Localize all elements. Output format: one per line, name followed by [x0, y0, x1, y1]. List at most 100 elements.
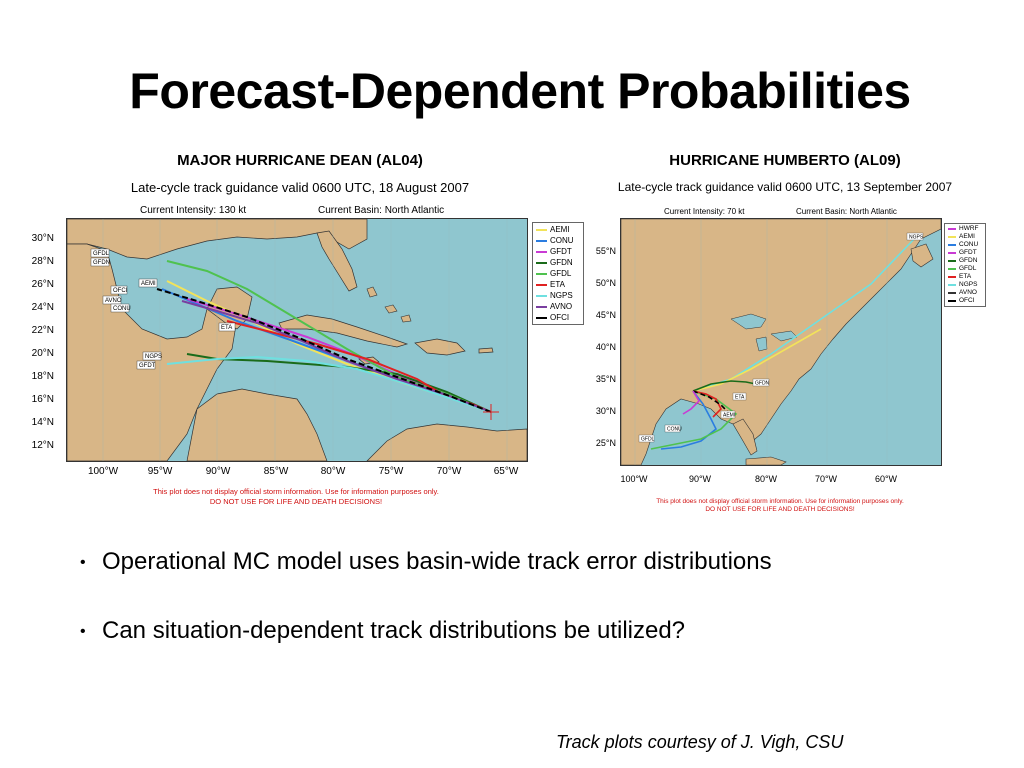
humberto-lon-label: 80°W [754, 474, 778, 484]
legend-item: OFCI [536, 312, 580, 323]
legend-item: GFDL [948, 265, 982, 273]
legend-label: ETA [959, 273, 972, 280]
legend-swatch [948, 268, 956, 270]
legend-label: OFCI [550, 313, 570, 322]
image-credit: Track plots courtesy of J. Vigh, CSU [556, 732, 844, 752]
dean-lat-label: 18°N [31, 371, 54, 382]
dean-map-label-conu: CONU [113, 306, 131, 312]
legend-swatch [948, 292, 956, 294]
humberto-lat-label: 45°N [595, 310, 616, 320]
legend-item: OFCI [948, 297, 982, 305]
bullet-text: Operational MC model uses basin-wide tra… [102, 548, 772, 575]
dean-land-central-america [186, 388, 328, 461]
humberto-tracks [650, 236, 917, 450]
dean-track-ngps [166, 355, 492, 413]
dean-lon-label: 80°W [320, 466, 346, 477]
dean-disclaimer-line2: DO NOT USE FOR LIFE AND DEATH DECISIONS! [209, 497, 383, 506]
dean-land-hispaniola [414, 338, 466, 356]
humberto-intensity: Current Intensity: 70 kt [664, 207, 745, 216]
dean-track-ofci [156, 288, 492, 413]
legend-label: GFDT [959, 249, 977, 256]
humberto-lon-label: 100°W [620, 474, 648, 484]
legend-label: CONU [550, 236, 574, 245]
dean-lat-label: 28°N [31, 256, 54, 267]
dean-lon-label: 90°W [205, 466, 231, 477]
bullet-text: Can situation-dependent track distributi… [102, 617, 686, 644]
humberto-track-aemi [692, 328, 822, 392]
legend-swatch [536, 305, 547, 308]
humberto-land-newfoundland [910, 243, 934, 268]
bullet-dot-icon: • [80, 553, 86, 571]
humberto-track-hwrf [682, 390, 701, 415]
dean-land-south-america [366, 423, 527, 461]
legend-item: GFDN [948, 257, 982, 265]
humberto-lat-label: 30°N [595, 406, 616, 416]
dean-map: GFDL GFDN OFCI AEMI AVNO CONU ETA NGPS G… [66, 218, 528, 462]
legend-label: HWRF [959, 225, 979, 232]
dean-lat-label: 14°N [31, 417, 54, 428]
legend-label: AEMI [959, 233, 975, 240]
legend-label: NGPS [959, 281, 978, 288]
legend-label: ETA [550, 280, 565, 289]
humberto-track-eta [692, 390, 722, 418]
humberto-land-cuba [745, 456, 787, 465]
dean-lat-label: 26°N [31, 279, 54, 290]
humberto-map-label-eta: ETA [735, 395, 745, 401]
legend-item: NGPS [948, 281, 982, 289]
legend-item: GFDT [536, 246, 580, 257]
humberto-lat-label: 40°N [595, 342, 616, 352]
dean-lat-label: 30°N [31, 233, 54, 244]
humberto-map-svg: NGPS GFDN ETA AEMI CONU GFDL [621, 219, 941, 465]
legend-item: CONU [948, 241, 982, 249]
humberto-lat-label: 25°N [595, 438, 616, 448]
legend-swatch [948, 284, 956, 286]
dean-lon-label: 65°W [493, 466, 519, 477]
dean-land-cuba [278, 314, 409, 348]
dean-land-puerto-rico [478, 347, 494, 354]
legend-swatch [948, 276, 956, 278]
legend-swatch [948, 252, 956, 254]
legend-label: AVNO [959, 289, 977, 296]
legend-item: ETA [536, 279, 580, 290]
dean-lon-label: 100°W [87, 466, 119, 477]
legend-label: AVNO [550, 302, 573, 311]
humberto-track-ngps [692, 236, 917, 392]
dean-map-label-gfdl: GFDL [93, 251, 110, 257]
legend-item: AEMI [948, 233, 982, 241]
legend-label: CONU [959, 241, 979, 248]
humberto-track-gfdn [692, 380, 762, 392]
humberto-lat-label: 35°N [595, 374, 616, 384]
dean-map-label-aemi: AEMI [141, 281, 156, 287]
humberto-map-labels: NGPS GFDN ETA AEMI CONU GFDL [638, 232, 924, 443]
legend-swatch [536, 261, 547, 264]
dean-basin: Current Basin: North Atlantic [318, 205, 445, 216]
legend-swatch [536, 228, 547, 231]
legend-swatch [536, 239, 547, 242]
dean-map-labels: GFDL GFDN OFCI AEMI AVNO CONU ETA NGPS G… [90, 248, 236, 370]
dean-disclaimer-line1: This plot does not display official stor… [153, 487, 439, 496]
dean-lat-label: 24°N [31, 302, 54, 313]
dean-figure-title: MAJOR HURRICANE DEAN (AL04) [177, 152, 423, 169]
humberto-basin: Current Basin: North Atlantic [796, 207, 897, 216]
legend-label: GFDT [550, 247, 572, 256]
legend-swatch [948, 300, 956, 302]
humberto-lat-label: 50°N [595, 278, 616, 288]
dean-disclaimer: This plot does not display official stor… [96, 487, 496, 507]
humberto-lon-label: 60°W [874, 474, 898, 484]
dean-legend: AEMI CONU GFDT GFDN GFDL ETA NGPS AVNO O… [532, 222, 584, 325]
dean-map-label-eta: ETA [221, 325, 232, 331]
dean-map-label-avno: AVNO [105, 298, 122, 304]
dean-lon-label: 95°W [147, 466, 173, 477]
dean-map-label-ngps: NGPS [145, 354, 162, 360]
dean-lat-label: 22°N [31, 325, 54, 336]
dean-figure-subtitle: Late-cycle track guidance valid 0600 UTC… [130, 180, 470, 195]
legend-label: GFDL [959, 265, 977, 272]
dean-land-bahamas [366, 286, 412, 323]
bullet-dot-icon: • [80, 622, 86, 640]
legend-swatch [948, 228, 956, 230]
humberto-lon-label: 70°W [814, 474, 838, 484]
dean-lon-label: 85°W [263, 466, 289, 477]
legend-item: CONU [536, 235, 580, 246]
legend-label: GFDN [550, 258, 573, 267]
legend-label: NGPS [550, 291, 573, 300]
